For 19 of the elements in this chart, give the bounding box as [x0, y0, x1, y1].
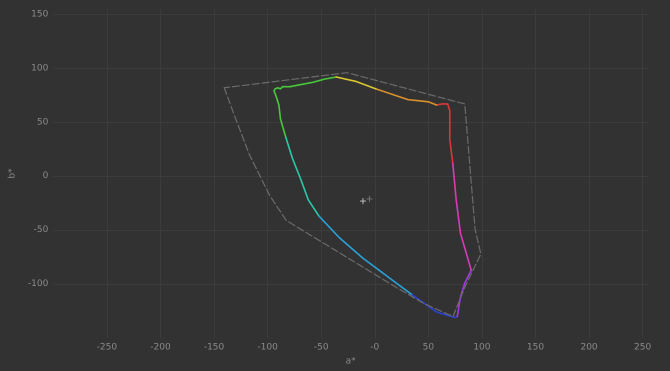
y-tick-label: 50	[36, 117, 49, 128]
y-tick-label: 0	[42, 171, 49, 182]
x-tick-label: 250	[634, 342, 652, 353]
x-axis-title: a*	[346, 356, 356, 366]
x-tick-label: 50	[422, 342, 434, 353]
x-tick-label: 100	[473, 342, 491, 353]
x-tick-label: -0	[370, 342, 380, 353]
y-tick-label: -100	[28, 279, 49, 290]
y-tick-label: 150	[31, 9, 49, 20]
x-tick-label: 200	[580, 342, 598, 353]
x-tick-label: -200	[150, 342, 171, 353]
x-tick-label: -100	[257, 342, 278, 353]
x-tick-label: -50	[314, 342, 329, 353]
y-tick-label: -50	[34, 225, 49, 236]
x-tick-label: 150	[526, 342, 544, 353]
y-tick-label: 100	[31, 63, 49, 74]
x-tick-label: -150	[204, 342, 225, 353]
y-axis-title: b*	[8, 168, 18, 179]
x-tick-label: -250	[96, 342, 118, 353]
